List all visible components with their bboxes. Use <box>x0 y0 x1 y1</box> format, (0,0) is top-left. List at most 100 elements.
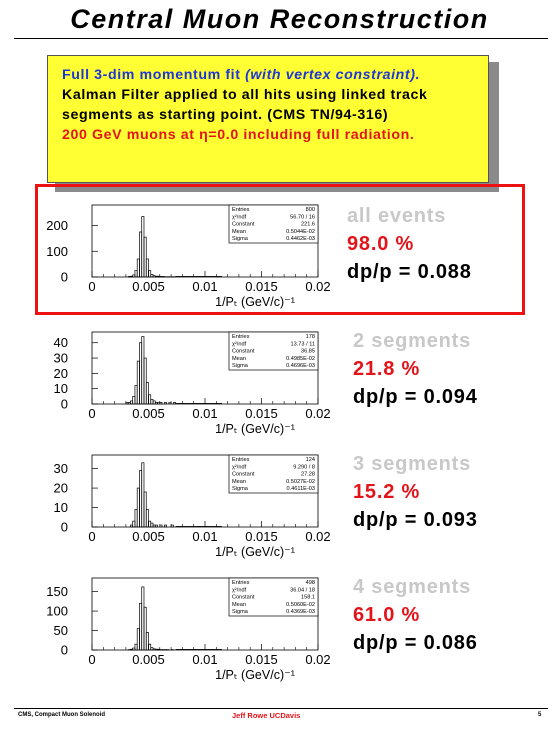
stats-value: 13.73 / 11 <box>291 341 315 347</box>
stats-value: 0.5060E-02 <box>286 602 315 608</box>
stats-value: 800 <box>306 207 315 213</box>
x-tick-label: 0.005 <box>132 529 165 544</box>
stats-value: 0.5027E-02 <box>286 479 315 485</box>
note-line-1: Full 3-dim momentum fit (with vertex con… <box>62 65 488 85</box>
x-tick-label: 0.02 <box>305 406 330 421</box>
stats-box <box>228 331 319 371</box>
histogram-bar <box>145 632 149 651</box>
stats-label: Constant <box>232 595 255 601</box>
x-tick-label: 0 <box>88 279 95 294</box>
x-axis-label: 1/Pₜ (GeV/c)⁻¹ <box>215 295 295 309</box>
footer-page-number: 5 <box>538 712 542 718</box>
y-tick-label: 0 <box>61 643 68 658</box>
stats-value: 0.4985E-02 <box>286 356 315 362</box>
histogram-bar <box>148 270 152 278</box>
y-tick-label: 100 <box>46 604 68 619</box>
y-tick-label: 10 <box>54 381 68 396</box>
footer-center: Jeff Rowe UCDavis <box>232 711 301 720</box>
y-tick-label: 20 <box>54 481 68 496</box>
stats-value: 158.1 <box>301 595 315 601</box>
y-tick-label: 0 <box>61 520 68 535</box>
stats-label: Mean <box>232 229 246 235</box>
y-tick-label: 100 <box>46 244 68 259</box>
panel-label-2-segments: 2 segments 21.8 % dp/p = 0.094 <box>353 327 478 411</box>
y-tick-label: 0 <box>61 270 68 285</box>
stats-label: Mean <box>232 602 246 608</box>
histogram-bar <box>145 382 149 405</box>
stats-box <box>228 454 319 494</box>
stats-label: Sigma <box>232 363 249 369</box>
histogram-bar <box>159 524 163 528</box>
highlight-frame-all-events <box>35 184 525 315</box>
x-tick-label: 0.01 <box>192 406 217 421</box>
stats-label: Constant <box>232 222 255 228</box>
stats-value: 0.4696E-03 <box>286 363 315 369</box>
segment-label: 4 segments <box>353 576 472 598</box>
x-tick-label: 0.005 <box>132 652 165 667</box>
x-tick-label: 0.005 <box>132 406 165 421</box>
resolution-value: dp/p = 0.094 <box>353 386 478 408</box>
stats-label: χ²/ndf <box>232 214 247 220</box>
stats-label: Mean <box>232 479 246 485</box>
stats-value: 27.28 <box>301 472 315 478</box>
histogram-all-events: 0 0.005 0.01 0.015 0.02 0 100 200 1/Pₜ (GeV/c)⁻¹… <box>46 204 331 309</box>
note-line-2: Kalman Filter applied to all hits using … <box>62 87 428 103</box>
y-tick-label: 10 <box>54 500 68 515</box>
histogram-bar <box>154 524 158 528</box>
resolution-value: dp/p = 0.093 <box>353 509 478 531</box>
x-axis-label: 1/Pₜ (GeV/c)⁻¹ <box>215 422 295 436</box>
histogram-bar <box>143 357 147 405</box>
stats-label: Constant <box>232 349 255 355</box>
stats-label: Constant <box>232 472 255 478</box>
histogram-bar <box>148 643 152 651</box>
efficiency-value: 15.2 % <box>353 481 421 503</box>
x-tick-label: 0.01 <box>192 652 217 667</box>
stats-label: Entries <box>232 457 250 463</box>
y-tick-label: 50 <box>54 623 68 638</box>
note-line-1-italic: (with vertex constraint). <box>245 67 421 83</box>
note-box: Full 3-dim momentum fit (with vertex con… <box>47 55 489 183</box>
x-tick-label: 0.02 <box>305 652 330 667</box>
x-tick-label: 0.015 <box>245 406 278 421</box>
efficiency-value: 98.0 % <box>347 233 415 255</box>
stats-label: Entries <box>232 580 250 586</box>
x-tick-label: 0.02 <box>305 279 330 294</box>
stats-label: Sigma <box>232 486 249 492</box>
stats-value: 0.4462E-03 <box>286 236 315 242</box>
stats-label: Sigma <box>232 609 249 615</box>
y-tick-label: 40 <box>54 335 68 350</box>
x-tick-label: 0.015 <box>245 652 278 667</box>
x-tick-label: 0.01 <box>192 529 217 544</box>
stats-label: Entries <box>232 207 250 213</box>
x-tick-label: 0 <box>88 652 95 667</box>
page-title: Central Muon Reconstruction <box>70 4 489 34</box>
histogram-bar <box>170 524 174 528</box>
resolution-value: dp/p = 0.088 <box>347 261 472 283</box>
x-tick-label: 0.01 <box>192 279 217 294</box>
note-line-4: 200 GeV muons at η=0.0 including full ra… <box>62 127 415 143</box>
stats-value: 56.70 / 16 <box>290 214 315 220</box>
stats-label: Entries <box>232 334 250 340</box>
segment-label: all events <box>347 205 447 227</box>
histogram-bar <box>145 509 149 528</box>
x-tick-label: 0 <box>88 529 95 544</box>
histogram-4-segments: 0 0.005 0.01 0.015 0.02 0 50 100 150 1/Pₜ (GeV/c)… <box>46 577 331 682</box>
efficiency-value: 21.8 % <box>353 358 421 380</box>
histogram-bar <box>163 402 167 405</box>
footer-rule <box>14 708 548 709</box>
y-tick-label: 200 <box>46 218 68 233</box>
stats-value: 36.04 / 18 <box>290 587 315 593</box>
stats-value: 498 <box>306 580 315 586</box>
segment-label: 2 segments <box>353 330 472 352</box>
histogram-bar <box>168 402 172 405</box>
x-tick-label: 0.02 <box>305 529 330 544</box>
note-line-3: segments as starting point. (CMS TN/94-3… <box>62 107 389 123</box>
histogram-bar <box>145 258 149 278</box>
y-tick-label: 150 <box>46 584 68 599</box>
stats-label: χ²/ndf <box>232 341 247 347</box>
stats-value: 0.4611E-03 <box>286 486 315 492</box>
stats-value: 221.6 <box>301 222 315 228</box>
segment-label: 3 segments <box>353 453 472 475</box>
histogram-bar <box>143 606 147 651</box>
